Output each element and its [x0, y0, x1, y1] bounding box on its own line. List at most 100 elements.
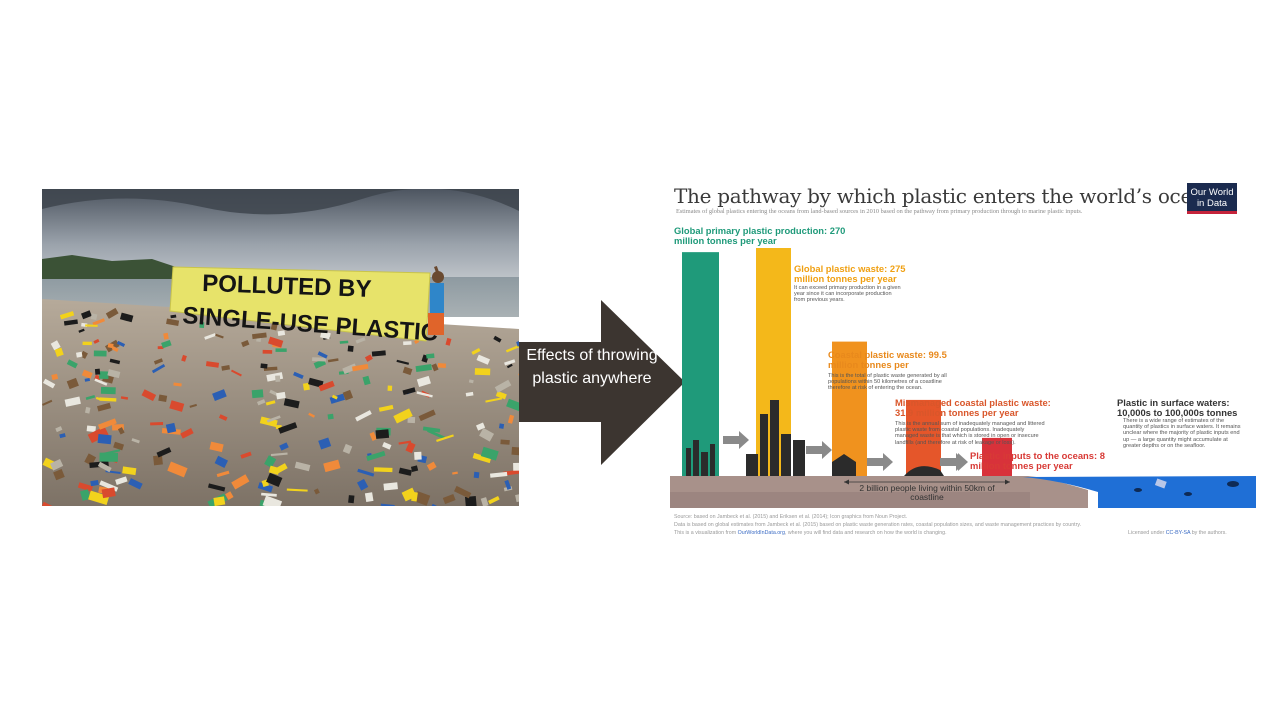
- desc-mismanaged-waste: This is the annual sum of inadequately m…: [895, 421, 1045, 446]
- city-skyline-icon: [686, 440, 715, 476]
- debris-piece: [163, 332, 169, 340]
- protester-person: [428, 265, 444, 335]
- desc-coastal-waste: This is the total of plastic waste gener…: [828, 373, 947, 392]
- debris-piece: [128, 478, 143, 490]
- debris-piece: [320, 331, 331, 340]
- debris-piece: [215, 333, 224, 339]
- debris-piece: [422, 426, 441, 433]
- debris-piece: [373, 467, 393, 473]
- debris-piece: [257, 399, 266, 406]
- debris-piece: [511, 446, 519, 456]
- debris-piece: [410, 465, 419, 472]
- debris-piece: [80, 350, 88, 359]
- debris-piece: [398, 440, 412, 445]
- debris-piece: [84, 378, 91, 382]
- debris-piece: [442, 493, 456, 505]
- license-link[interactable]: CC-BY-SA: [1165, 530, 1191, 536]
- flow-arrows: [723, 431, 968, 471]
- debris-piece: [85, 324, 98, 327]
- debris-piece: [362, 375, 371, 386]
- debris-piece: [504, 479, 512, 490]
- debris-piece: [331, 394, 338, 400]
- footnote-viz-prefix: This is a visualization from: [674, 530, 738, 536]
- debris-piece: [427, 429, 445, 440]
- debris-piece: [366, 450, 386, 461]
- landfill-icon: [904, 466, 944, 476]
- debris-piece: [278, 422, 298, 434]
- debris-piece: [465, 496, 477, 506]
- debris-piece: [64, 396, 81, 407]
- debris-piece: [94, 368, 101, 375]
- debris-piece: [218, 414, 228, 421]
- debris-piece: [170, 314, 177, 319]
- label-ocean-inputs-title: Plastic inputs to the oceans: 8 million …: [970, 450, 1105, 471]
- debris-piece: [474, 368, 491, 376]
- debris-piece: [268, 336, 284, 348]
- debris-piece: [416, 375, 431, 387]
- debris-piece: [117, 427, 125, 435]
- debris-piece: [293, 371, 304, 380]
- debris-piece: [357, 468, 375, 477]
- debris-piece: [476, 354, 491, 365]
- debris-piece: [402, 366, 413, 376]
- debris-piece: [494, 379, 512, 393]
- debris-piece: [275, 375, 281, 382]
- debris-piece: [513, 462, 519, 471]
- house-icon: [832, 454, 856, 476]
- debris-piece: [109, 358, 121, 365]
- city-buildings-icon: [746, 400, 805, 476]
- debris-piece: [93, 338, 100, 344]
- debris-piece: [166, 318, 180, 326]
- label-coastal-waste: Coastal plastic waste: 99.5 million tonn…: [828, 350, 948, 370]
- debris-piece: [393, 408, 413, 424]
- debris-piece: [82, 341, 92, 346]
- our-world-in-data-logo: Our World in Data: [1187, 183, 1237, 214]
- debris-piece: [97, 461, 112, 473]
- debris-piece: [405, 441, 416, 454]
- debris-piece: [426, 353, 435, 359]
- footnote-source: Source: based on Jambeck et al. (2015) a…: [674, 514, 908, 520]
- debris-piece: [279, 442, 289, 451]
- debris-piece: [265, 400, 276, 406]
- debris-piece: [266, 472, 283, 488]
- debris-piece: [119, 312, 134, 323]
- label-coastal-waste-title: Coastal plastic waste: 99.5 million tonn…: [828, 349, 947, 370]
- debris-piece: [90, 313, 98, 321]
- debris-piece: [153, 358, 163, 365]
- debris-piece: [480, 446, 499, 461]
- storm-clouds: [42, 189, 519, 215]
- arrow-label: Effects of throwing plastic anywhere: [526, 347, 658, 387]
- coastline-label: 2 billion people living within 50km of c…: [859, 483, 995, 502]
- debris-piece: [415, 364, 432, 373]
- owid-link[interactable]: OurWorldInData.org: [737, 530, 785, 536]
- debris-piece: [189, 403, 197, 408]
- debris-piece: [355, 337, 366, 344]
- debris-piece: [54, 347, 64, 357]
- label-plastic-waste: Global plastic waste: 275 million tonnes…: [794, 264, 934, 284]
- debris-piece: [396, 359, 410, 365]
- debris-piece: [302, 382, 310, 391]
- debris-piece: [90, 479, 99, 487]
- debris-piece: [275, 348, 287, 352]
- debris-piece: [63, 319, 78, 326]
- debris-piece: [426, 461, 437, 471]
- debris-piece: [286, 488, 308, 492]
- flow-arrow-2: [806, 441, 832, 459]
- debris-piece: [454, 485, 472, 499]
- debris-piece: [378, 404, 394, 412]
- debris-piece: [317, 351, 328, 359]
- debris-piece: [122, 466, 137, 476]
- debris-piece: [113, 441, 125, 451]
- bar-3: [832, 341, 867, 476]
- debris-piece: [411, 491, 418, 502]
- debris-piece: [347, 345, 354, 352]
- debris-piece: [371, 350, 386, 357]
- debris-piece: [97, 434, 112, 445]
- coastline-range-arrow: [844, 479, 1010, 485]
- debris-piece: [329, 393, 346, 404]
- debris-piece: [50, 340, 61, 351]
- debris-piece: [76, 351, 83, 358]
- debris-piece: [505, 345, 519, 353]
- debris-piece: [59, 433, 66, 439]
- debris-piece: [264, 455, 277, 468]
